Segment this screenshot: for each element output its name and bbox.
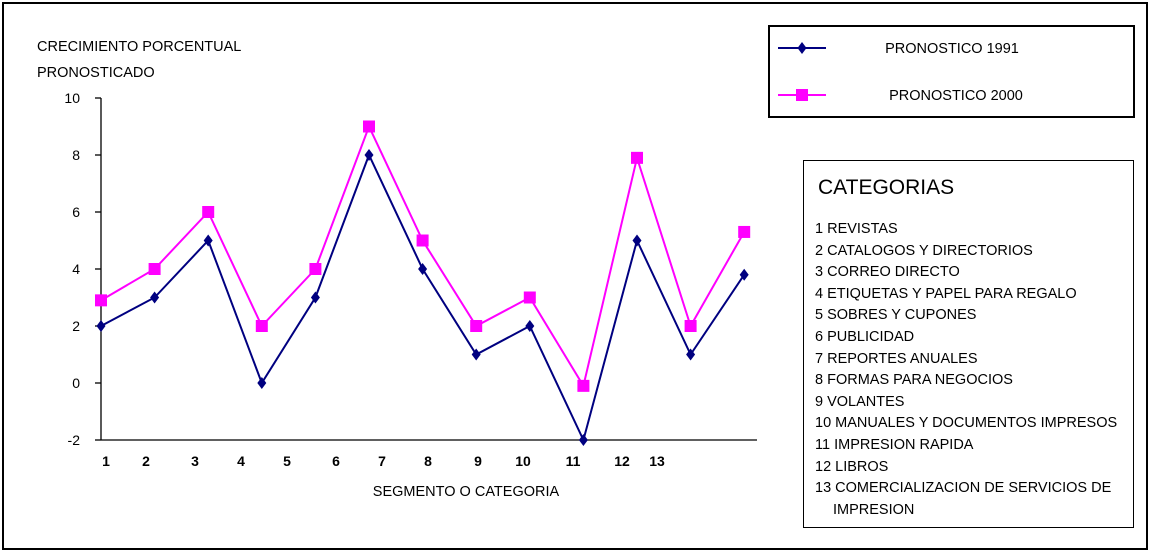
y-axis-title-line2: PRONOSTICADO [37, 65, 155, 81]
data-point-2000 [470, 320, 483, 332]
data-point-1991 [257, 377, 267, 389]
axes [95, 97, 757, 441]
category-item: 2 CATALOGOS Y DIRECTORIOS [815, 242, 1033, 259]
data-point-1991 [686, 348, 696, 361]
data-point-2000 [577, 379, 590, 392]
category-item: 7 REPORTES ANUALES [815, 350, 978, 367]
category-item: 8 FORMAS PARA NEGOCIOS [815, 372, 1013, 389]
data-point-2000 [738, 225, 751, 238]
series-lines [100, 123, 746, 443]
series-markers [95, 120, 751, 446]
data-point-1991 [525, 320, 535, 332]
data-point-1991 [739, 268, 749, 281]
data-point-1991 [632, 234, 642, 247]
y-tick-label: 0 [72, 375, 80, 391]
x-tick-label: 7 [378, 453, 386, 469]
data-point-1991 [418, 263, 428, 275]
y-tick-labels: 10 8 6 4 2 0 -2 [64, 90, 80, 448]
y-tick-label: -2 [68, 432, 81, 448]
y-axis-title-line1: CRECIMIENTO PORCENTUAL [37, 39, 241, 55]
x-tick-label: 4 [237, 453, 245, 469]
x-tick-label: 5 [283, 453, 291, 469]
data-point-2000 [202, 206, 215, 218]
category-item: 4 ETIQUETAS Y PAPEL PARA REGALO [815, 285, 1077, 302]
data-point-2000 [148, 263, 161, 275]
category-item: 11 IMPRESION RAPIDA [815, 436, 974, 453]
x-axis-title: SEGMENTO O CATEGORIA [373, 484, 560, 500]
y-tick-label: 2 [72, 318, 80, 334]
category-item: 3 CORREO DIRECTO [815, 264, 960, 281]
legend [768, 25, 1135, 118]
data-point-2000 [631, 151, 643, 164]
data-point-1991 [471, 348, 481, 361]
data-point-2000 [416, 234, 429, 247]
y-tick-label: 8 [72, 147, 80, 163]
y-tick-label: 10 [64, 90, 80, 106]
x-tick-label: 8 [424, 453, 432, 469]
data-point-1991 [150, 291, 160, 304]
data-point-2000 [255, 320, 268, 332]
category-item: 13 COMERCIALIZACION DE SERVICIOS DE IMPR… [815, 480, 1112, 518]
data-point-1991 [578, 434, 588, 446]
x-tick-label: 2 [142, 453, 150, 469]
data-point-1991 [364, 149, 374, 161]
category-item: 6 PUBLICIDAD [815, 328, 915, 345]
x-tick-label: 12 [614, 453, 630, 469]
series-line-1991 [100, 152, 746, 443]
categories-title: CATEGORIAS [818, 176, 955, 199]
series-line-2000 [100, 123, 746, 389]
x-tick-label: 10 [515, 453, 531, 469]
data-point-1991 [310, 291, 320, 304]
categories-box [803, 160, 1134, 528]
category-item: 5 SOBRES Y CUPONES [815, 307, 977, 324]
data-point-2000 [95, 294, 107, 307]
x-tick-label: 6 [332, 453, 340, 469]
data-point-2000 [684, 320, 697, 332]
category-item: 12 LIBROS [815, 458, 889, 475]
data-point-2000 [363, 120, 375, 133]
data-point-2000 [523, 291, 536, 304]
x-tick-label: 9 [474, 453, 482, 469]
data-point-2000 [309, 263, 322, 275]
category-item: 9 VOLANTES [815, 393, 905, 410]
y-tick-label: 4 [72, 261, 80, 277]
y-tick-label: 6 [72, 204, 80, 220]
data-point-1991 [96, 320, 106, 332]
category-item: 1 REVISTAS [815, 221, 898, 237]
category-item: 10 MANUALES Y DOCUMENTOS IMPRESOS [815, 415, 1118, 432]
x-tick-labels: 1 2 3 4 5 6 7 8 9 10 11 12 13 [102, 453, 665, 469]
data-point-1991 [203, 234, 213, 247]
x-tick-label: 11 [566, 453, 581, 469]
x-tick-label: 3 [191, 453, 199, 469]
categories-list: 1 REVISTAS 2 CATALOGOS Y DIRECTORIOS 3 COR… [815, 219, 1133, 521]
x-tick-label: 1 [102, 453, 110, 469]
x-tick-label: 13 [649, 453, 665, 469]
